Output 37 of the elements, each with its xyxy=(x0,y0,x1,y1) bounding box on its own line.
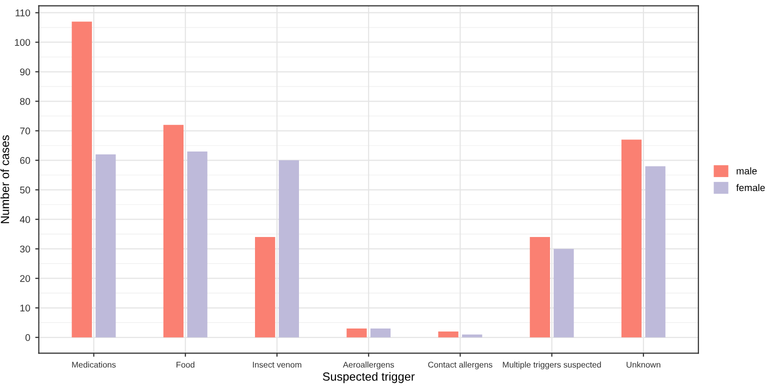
y-tick-label: 80 xyxy=(20,98,30,105)
x-tick-label: Multiple triggers suspected xyxy=(502,362,601,370)
bar xyxy=(554,248,574,338)
y-tick-label: 20 xyxy=(20,275,30,282)
y-tick-label: 90 xyxy=(20,68,30,76)
bar xyxy=(346,328,367,338)
y-axis-title: Number of cases xyxy=(0,135,10,224)
x-tick-label: Medications xyxy=(72,362,116,368)
bar xyxy=(645,166,666,338)
y-tick-label: 60 xyxy=(20,157,30,164)
bar xyxy=(255,237,276,338)
y-tick-label: 110 xyxy=(16,9,30,16)
x-tick-label: Insect venom xyxy=(252,362,302,368)
bar xyxy=(187,151,208,338)
y-tick-label: 100 xyxy=(14,38,30,46)
bar xyxy=(370,328,391,338)
x-axis-title: Suspected trigger xyxy=(322,372,415,384)
y-tick-label: 0 xyxy=(25,334,30,342)
bar xyxy=(621,140,642,338)
y-tick-label: 10 xyxy=(20,304,30,312)
x-tick-label: Food xyxy=(176,362,194,368)
bar xyxy=(462,334,482,338)
bar xyxy=(72,22,92,338)
x-tick-label: Unknown xyxy=(626,362,660,368)
legend-label: male xyxy=(736,167,757,174)
y-tick-label: 70 xyxy=(20,128,30,134)
bar xyxy=(96,154,116,338)
x-tick-label: Aeroallergens xyxy=(342,362,394,370)
x-tick-label: Contact allergens xyxy=(428,362,492,370)
bar xyxy=(163,124,184,338)
y-tick-label: 40 xyxy=(20,216,30,223)
bar xyxy=(278,160,299,338)
y-tick-label: 50 xyxy=(20,186,30,194)
bar xyxy=(530,237,550,338)
legend-label: female xyxy=(736,184,765,192)
y-tick-label: 30 xyxy=(20,246,30,252)
bar xyxy=(438,331,458,338)
